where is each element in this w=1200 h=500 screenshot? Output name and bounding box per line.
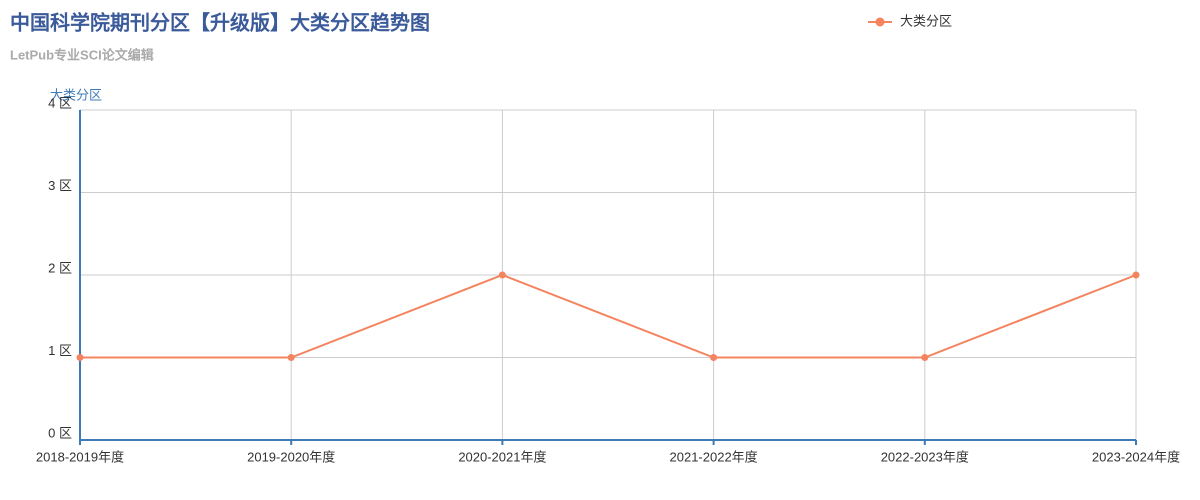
data-point bbox=[1132, 271, 1140, 279]
x-tick-label: 2021-2022年度 bbox=[670, 449, 758, 464]
data-point bbox=[921, 354, 929, 361]
x-tick-label: 2023-2024年度 bbox=[1092, 449, 1180, 464]
data-point bbox=[498, 271, 506, 279]
x-tick-label: 2019-2020年度 bbox=[247, 449, 335, 464]
chart-title: 中国科学院期刊分区【升级版】大类分区趋势图 bbox=[10, 10, 430, 34]
x-tick-label: 2022-2023年度 bbox=[881, 449, 969, 464]
data-point bbox=[287, 354, 295, 361]
legend-label: 大类分区 bbox=[900, 13, 952, 28]
legend-marker bbox=[875, 17, 885, 27]
x-tick-label: 2018-2019年度 bbox=[36, 449, 124, 464]
y-axis-name: 大类分区 bbox=[50, 87, 102, 102]
y-tick-label: 0 区 bbox=[48, 425, 72, 440]
y-tick-label: 4 区 bbox=[48, 95, 72, 110]
chart-subtitle: LetPub专业SCI论文编辑 bbox=[10, 47, 154, 62]
series-line bbox=[80, 273, 1137, 359]
y-tick-label: 2 区 bbox=[48, 260, 72, 275]
data-point bbox=[710, 354, 718, 361]
x-tick-label: 2020-2021年度 bbox=[458, 449, 546, 464]
data-point bbox=[76, 354, 84, 361]
y-tick-label: 3 区 bbox=[48, 178, 72, 193]
y-tick-label: 1 区 bbox=[48, 343, 72, 358]
